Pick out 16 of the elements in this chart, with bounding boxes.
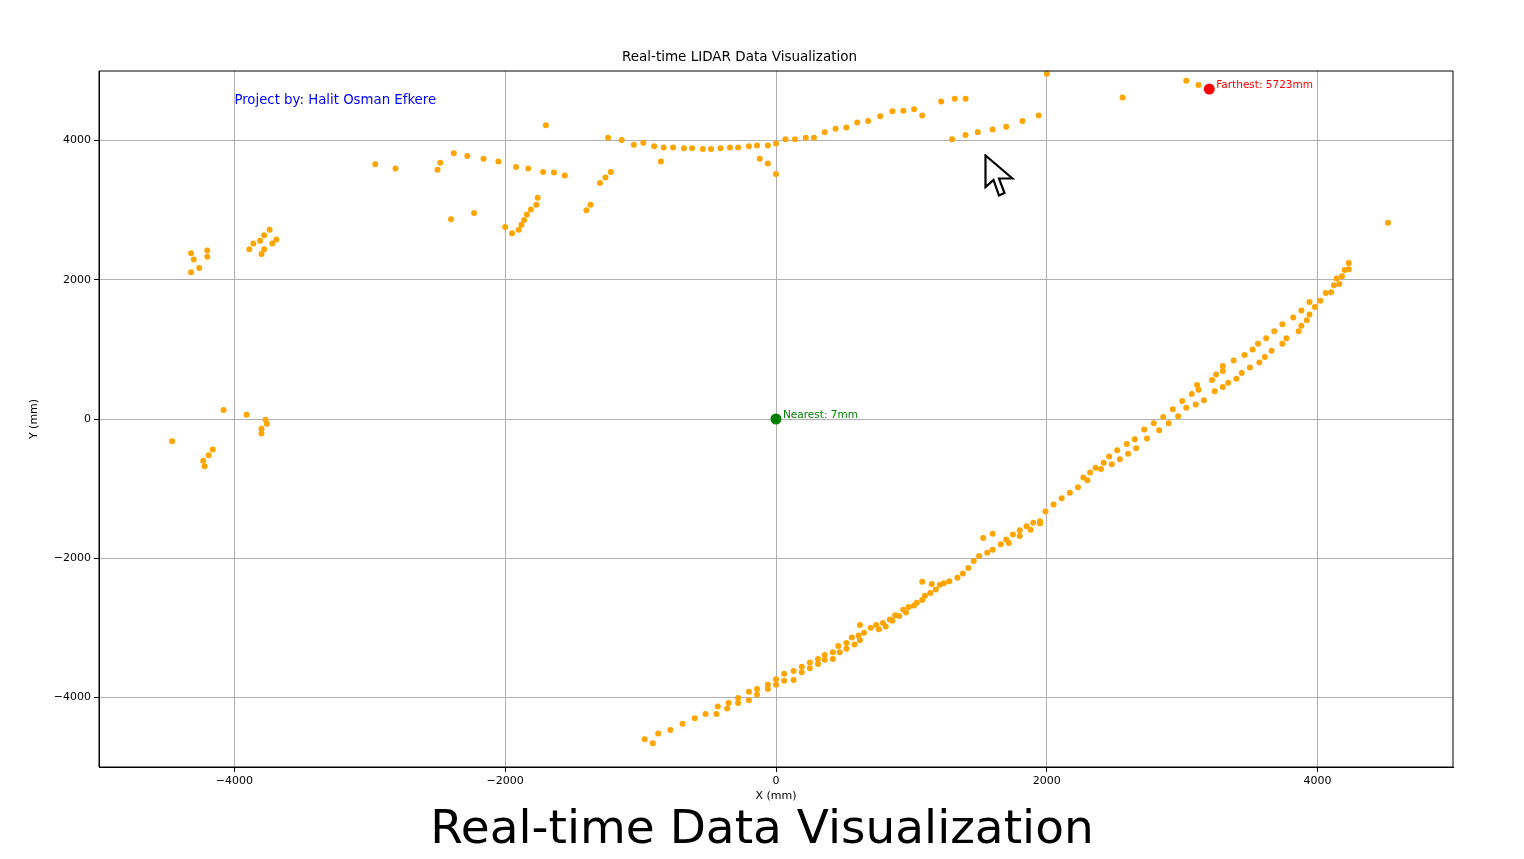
y-tick-label: −2000 (53, 551, 91, 565)
x-tick-label: −4000 (215, 774, 254, 788)
chart-title: Real-time LIDAR Data Visualization (621, 47, 858, 64)
x-tick-label: 4000 (1303, 774, 1332, 788)
y-tick-label: 4000 (63, 133, 91, 147)
annotation: Farthest: 5723mm (1216, 78, 1313, 91)
y-axis-title: Y (mm) (27, 398, 41, 441)
y-tick-label: 0 (84, 411, 91, 425)
x-tick-label: 2000 (1032, 774, 1061, 788)
annotation: Nearest: 7mm (783, 408, 858, 420)
annotation: Project by: Halit Osman Efkere (234, 91, 437, 107)
y-tick-label: −4000 (53, 690, 91, 704)
x-tick-label: −2000 (486, 774, 524, 788)
x-tick-label: 0 (772, 774, 780, 788)
x-axis-title: X (mm) (755, 789, 797, 803)
y-tick-label: 2000 (63, 272, 91, 286)
